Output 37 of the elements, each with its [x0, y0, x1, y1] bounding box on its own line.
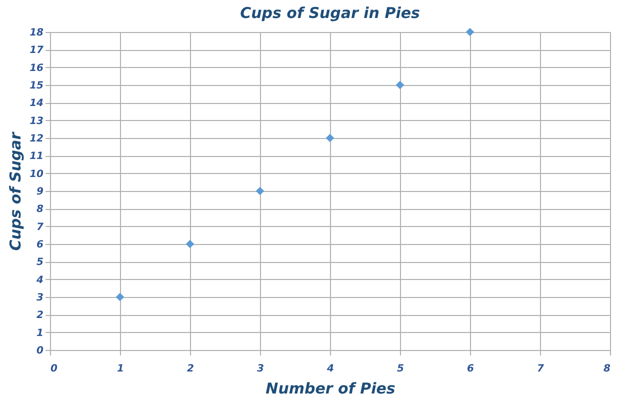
x-tick-label: 1 — [117, 364, 124, 374]
chart-title: Cups of Sugar in Pies — [240, 4, 420, 22]
x-tick-label: 4 — [326, 364, 334, 374]
y-tick-label: 17 — [30, 45, 44, 56]
y-tick-label: 18 — [30, 28, 44, 38]
y-tick-label: 14 — [30, 98, 44, 110]
y-tick-label: 9 — [36, 186, 44, 198]
y-tick-label: 12 — [30, 134, 44, 144]
y-tick-label: 3 — [36, 292, 44, 304]
point — [256, 186, 264, 196]
y-tick-label: 13 — [30, 116, 44, 127]
x-tick-label: 7 — [537, 364, 544, 374]
point — [186, 240, 194, 248]
y-tick-label: 11 — [30, 151, 44, 162]
point — [466, 28, 474, 36]
x-tick-label: 8 — [604, 364, 611, 374]
y-tick-label: 0 — [36, 346, 44, 356]
y-tick-label: 4 — [36, 274, 44, 286]
x-tick-label: 5 — [397, 364, 404, 374]
y-tick-label: 16 — [30, 62, 44, 74]
point — [396, 80, 404, 90]
y-tick-label: 10 — [30, 168, 44, 180]
x-tick-label: 0 — [50, 364, 58, 374]
y-tick-label: 2 — [36, 310, 44, 322]
x-tick-label: 2 — [187, 364, 194, 374]
point — [326, 134, 334, 142]
y-tick-label: 5 — [36, 257, 44, 268]
y-tick-label: 8 — [36, 204, 44, 216]
y-tick-label: 6 — [36, 240, 44, 250]
point — [116, 292, 124, 302]
y-tick-label: 1 — [36, 328, 44, 339]
y-axis-title: Cups of Sugar — [6, 130, 25, 251]
x-tick-label: 6 — [467, 364, 474, 374]
x-tick-label: 3 — [257, 364, 264, 374]
x-axis-title: Number of Pies — [266, 380, 396, 398]
y-tick-label: 7 — [36, 222, 44, 233]
y-tick-label: 15 — [30, 80, 44, 92]
